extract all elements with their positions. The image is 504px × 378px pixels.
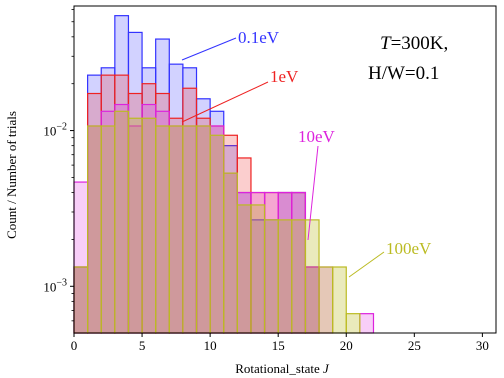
bar-100eV-bin-6 xyxy=(155,125,170,334)
bar-100eV-bin-20 xyxy=(345,313,361,334)
x-tick-label: 10 xyxy=(204,338,217,353)
hw-ratio-label: H/W=0.1 xyxy=(368,63,439,84)
bar-100eV-bin-3 xyxy=(114,110,130,334)
x-tick-label: 5 xyxy=(139,338,146,353)
annotation-10eV: 10eV xyxy=(298,127,336,146)
bar-100eV-bin-19 xyxy=(332,266,347,334)
y-axis-title: Count / Number of trials xyxy=(4,111,19,239)
temperature-label: T=300K, xyxy=(380,33,448,54)
bar-100eV-bin-9 xyxy=(195,125,211,334)
x-tick-label: 0 xyxy=(71,338,78,353)
series-layer xyxy=(73,15,375,334)
annotation-layer: 0.1eV 1eV 10eV 100eV xyxy=(181,28,432,278)
bar-100eV-bin-8 xyxy=(182,125,198,334)
plot-frame xyxy=(73,5,497,334)
x-axis-title: Rotational_state J xyxy=(235,361,330,376)
bar-100eV-bin-1 xyxy=(87,125,102,334)
x-tick-label: 30 xyxy=(476,338,489,353)
bar-100eV-bin-5 xyxy=(141,117,157,334)
bar-100eV-bin-11 xyxy=(223,172,238,334)
annotation-line-0.1eV xyxy=(181,37,237,61)
x-tick-label: 25 xyxy=(408,338,421,353)
y-tick-exponent: −2 xyxy=(56,122,67,133)
annotation-line-100eV xyxy=(348,251,385,278)
x-axis-title-var: J xyxy=(323,361,330,376)
temperature-value: =300K, xyxy=(391,33,449,54)
y-tick-label: 10−3 xyxy=(43,277,67,294)
bar-100eV-bin-4 xyxy=(127,117,143,334)
x-axis-title-main: Rotational_state xyxy=(235,361,323,376)
y-tick-exponent: −3 xyxy=(56,277,67,288)
series-1eV xyxy=(73,74,320,334)
annotation-line-10eV xyxy=(307,145,319,241)
bar-100eV-bin-18 xyxy=(318,266,334,334)
annotation-0.1eV: 0.1eV xyxy=(238,28,280,47)
bar-100eV-bin-7 xyxy=(168,125,184,334)
bar-100eV-bin-12 xyxy=(236,204,252,334)
series-100eV xyxy=(73,110,361,334)
bar-100eV-bin-2 xyxy=(100,125,116,334)
annotation-1eV: 1eV xyxy=(270,67,299,86)
x-tick-label: 15 xyxy=(272,338,285,353)
temperature-symbol: T xyxy=(380,33,392,54)
y-tick-base: 10 xyxy=(43,279,56,294)
annotation-line-1eV xyxy=(181,81,269,123)
x-tick-label: 20 xyxy=(340,338,353,353)
bar-100eV-bin-10 xyxy=(209,134,225,334)
bar-100eV-bin-15 xyxy=(277,219,293,334)
bar-10eV-bin-21 xyxy=(359,313,375,334)
bar-100eV-bin-16 xyxy=(291,219,307,334)
y-tick-label: 10−2 xyxy=(43,122,67,139)
bar-100eV-bin-0 xyxy=(73,266,89,334)
bar-100eV-bin-14 xyxy=(263,219,279,334)
y-tick-base: 10 xyxy=(43,124,56,139)
bar-100eV-bin-13 xyxy=(250,204,266,334)
annotation-100eV: 100eV xyxy=(386,239,432,258)
bar-100eV-bin-17 xyxy=(304,219,320,334)
